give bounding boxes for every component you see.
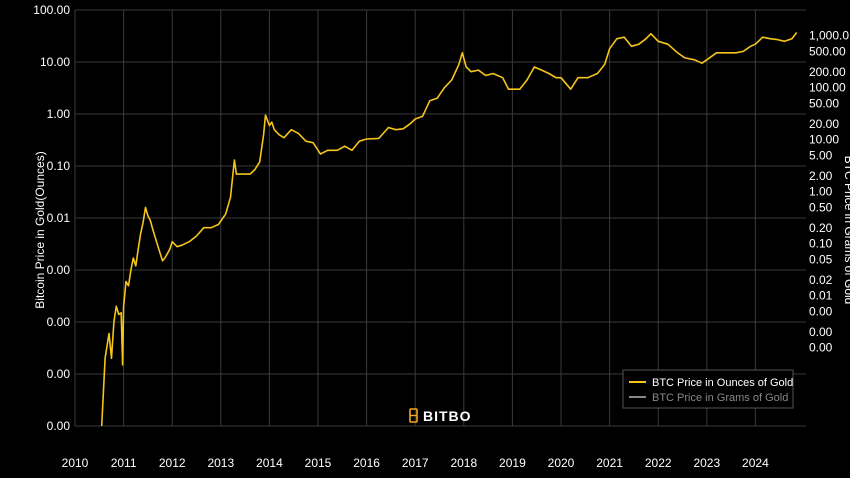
x-tick-label: 2011 <box>111 456 137 470</box>
right-tick-label: 1,000.0 <box>809 29 849 43</box>
x-tick-label: 2016 <box>353 456 380 470</box>
right-tick-label: 50.00 <box>809 96 839 110</box>
right-tick-label: 0.02 <box>809 273 833 287</box>
right-tick-label: 10.00 <box>809 133 839 147</box>
x-tick-label: 2012 <box>159 456 186 470</box>
x-tick-label: 2018 <box>450 456 477 470</box>
legend-label-ounces: BTC Price in Ounces of Gold <box>652 377 793 389</box>
right-tick-label: 0.10 <box>809 237 833 251</box>
legend-label-grams: BTC Price in Grams of Gold <box>652 392 788 404</box>
right-tick-label: 0.20 <box>809 221 833 235</box>
left-tick-label: 0.00 <box>47 419 71 433</box>
right-axis-title: BTC Price in Grams of Gold <box>842 156 850 305</box>
right-tick-label: 0.00 <box>809 304 833 318</box>
legend: BTC Price in Ounces of Gold BTC Price in… <box>622 369 794 409</box>
left-tick-label: 0.10 <box>47 159 71 173</box>
x-tick-label: 2024 <box>742 456 769 470</box>
left-tick-label: 0.00 <box>47 367 71 381</box>
left-tick-label: 0.01 <box>47 211 71 225</box>
right-tick-label: 100.00 <box>809 81 846 95</box>
right-tick-label: 0.00 <box>809 341 833 355</box>
right-tick-label: 200.00 <box>809 65 846 79</box>
x-tick-label: 2023 <box>693 456 720 470</box>
x-tick-label: 2015 <box>305 456 332 470</box>
left-tick-label: 100.00 <box>33 3 70 17</box>
right-tick-label: 20.00 <box>809 117 839 131</box>
right-tick-label: 5.00 <box>809 148 833 162</box>
left-axis-title: Bitcoin Price in Gold(Ounces) <box>33 151 47 308</box>
x-tick-label: 2020 <box>548 456 575 470</box>
right-tick-label: 1.00 <box>809 185 833 199</box>
right-tick-label: 0.05 <box>809 252 833 266</box>
brand-name: BITBO <box>423 408 472 424</box>
left-tick-label: 0.00 <box>47 315 71 329</box>
x-tick-label: 2019 <box>499 456 526 470</box>
series-line-ounces <box>100 32 798 427</box>
left-tick-label: 0.00 <box>47 263 71 277</box>
x-tick-label: 2010 <box>62 456 89 470</box>
x-tick-label: 2022 <box>645 456 672 470</box>
left-tick-label: 1.00 <box>47 107 71 121</box>
x-tick-label: 2013 <box>207 456 234 470</box>
right-tick-label: 0.01 <box>809 289 833 303</box>
right-tick-label: 0.00 <box>809 325 833 339</box>
x-tick-label: 2017 <box>402 456 429 470</box>
bitbo-logo: BITBO <box>409 408 472 424</box>
x-tick-label: 2021 <box>596 456 623 470</box>
right-tick-label: 500.00 <box>809 44 846 58</box>
x-tick-label: 2014 <box>256 456 283 470</box>
right-tick-label: 0.50 <box>809 200 833 214</box>
left-tick-label: 10.00 <box>40 55 70 69</box>
right-tick-label: 2.00 <box>809 169 833 183</box>
